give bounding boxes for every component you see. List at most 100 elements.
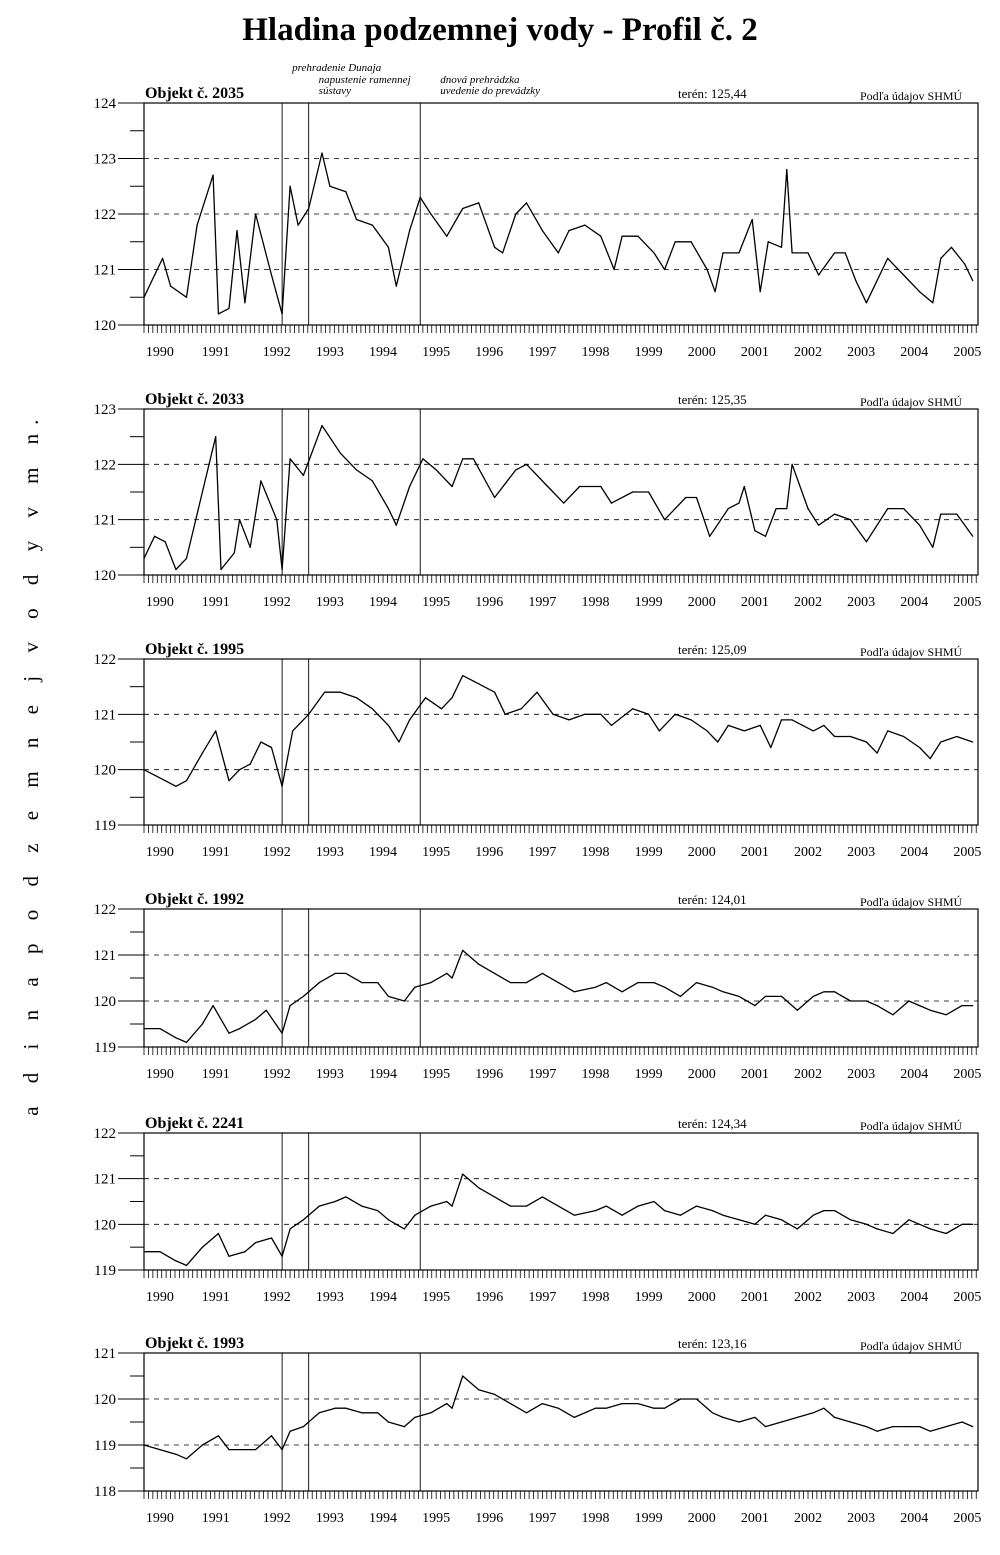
data-point bbox=[786, 169, 788, 171]
data-point bbox=[472, 680, 474, 682]
data-point bbox=[220, 568, 222, 571]
x-tick-label: 1996 bbox=[475, 345, 503, 360]
data-point bbox=[695, 982, 698, 984]
x-tick-label: 2001 bbox=[741, 845, 769, 860]
data-point bbox=[334, 972, 336, 975]
data-point bbox=[289, 185, 291, 187]
panel-title: Objekt č. 1995 bbox=[145, 641, 244, 658]
data-point bbox=[345, 1407, 347, 1409]
plot-frame bbox=[143, 908, 979, 1048]
source-label: Podľa údajov SHMÚ bbox=[860, 645, 963, 659]
data-point bbox=[377, 982, 379, 984]
data-point bbox=[637, 1403, 639, 1405]
data-point bbox=[892, 1014, 894, 1016]
data-point bbox=[658, 730, 660, 732]
data-point bbox=[302, 995, 304, 998]
data-point bbox=[679, 1398, 682, 1400]
data-point bbox=[462, 1173, 464, 1175]
y-tick-label: 123 bbox=[94, 152, 117, 168]
data-point bbox=[395, 524, 397, 526]
x-tick-label: 1997 bbox=[528, 595, 556, 610]
data-point bbox=[823, 1407, 825, 1409]
x-tick-label: 2002 bbox=[794, 1511, 822, 1526]
data-point bbox=[430, 982, 432, 984]
data-point bbox=[727, 508, 729, 510]
data-point bbox=[355, 697, 358, 699]
data-point bbox=[844, 252, 846, 254]
y-tick-label: 121 bbox=[94, 263, 117, 279]
y-tick-label: 121 bbox=[94, 1172, 117, 1188]
teren-label: terén: 125,35 bbox=[678, 392, 747, 407]
y-tick-label: 119 bbox=[94, 818, 116, 834]
data-point bbox=[377, 1210, 379, 1212]
x-tick-label: 1997 bbox=[528, 1290, 556, 1305]
data-point bbox=[956, 513, 958, 515]
data-point bbox=[289, 1228, 291, 1230]
y-tick-label: 119 bbox=[94, 1040, 116, 1056]
data-point bbox=[964, 263, 966, 265]
data-point bbox=[637, 1205, 639, 1207]
data-point bbox=[143, 1444, 145, 1446]
data-point bbox=[663, 1407, 666, 1409]
x-tick-label: 1999 bbox=[635, 845, 663, 860]
y-tick-label: 121 bbox=[94, 1346, 117, 1362]
data-point bbox=[552, 713, 554, 715]
data-point bbox=[515, 469, 517, 471]
series-line bbox=[144, 949, 973, 1044]
y-tick-label: 118 bbox=[94, 1484, 116, 1500]
x-tick-label: 1996 bbox=[475, 845, 503, 860]
x-tick-label: 2003 bbox=[847, 845, 875, 860]
data-point bbox=[236, 230, 238, 232]
data-point bbox=[833, 1416, 836, 1418]
y-tick-label: 122 bbox=[94, 902, 117, 918]
event-label: napustenie ramennej sústavy bbox=[319, 74, 411, 97]
data-point bbox=[573, 991, 575, 993]
data-point bbox=[143, 769, 145, 771]
data-point bbox=[791, 719, 793, 721]
data-point bbox=[940, 741, 942, 743]
x-tick-label: 2004 bbox=[900, 1290, 928, 1305]
series-line bbox=[143, 424, 974, 571]
panel-title: Objekt č. 1993 bbox=[145, 1335, 244, 1352]
data-point bbox=[568, 230, 570, 232]
source-label: Podľa údajov SHMÚ bbox=[860, 895, 963, 909]
source-label: Podľa údajov SHMÚ bbox=[860, 395, 963, 409]
source-label: Podľa údajov SHMÚ bbox=[860, 1339, 963, 1353]
data-point bbox=[175, 568, 177, 571]
data-point bbox=[361, 1412, 363, 1414]
x-tick-label: 1997 bbox=[528, 345, 556, 360]
x-tick-label: 1993 bbox=[316, 345, 344, 360]
y-tick-label: 120 bbox=[94, 1217, 117, 1233]
data-point bbox=[430, 213, 432, 215]
data-point bbox=[239, 769, 241, 771]
x-tick-label: 2002 bbox=[794, 595, 822, 610]
data-point bbox=[764, 1214, 767, 1216]
data-point bbox=[244, 1449, 246, 1451]
data-point bbox=[403, 1000, 405, 1002]
data-point bbox=[281, 785, 283, 787]
data-point bbox=[185, 296, 188, 298]
data-point bbox=[711, 1412, 713, 1414]
data-point bbox=[270, 274, 273, 276]
data-point bbox=[169, 285, 172, 287]
y-tick-label: 123 bbox=[94, 402, 117, 418]
y-tick-label: 120 bbox=[94, 763, 117, 779]
data-point bbox=[525, 1205, 528, 1207]
data-point bbox=[547, 485, 549, 488]
data-point bbox=[929, 1009, 931, 1011]
data-point bbox=[780, 1219, 783, 1221]
data-point bbox=[525, 982, 528, 984]
data-point bbox=[395, 285, 397, 287]
x-tick-label: 1995 bbox=[422, 1290, 450, 1305]
x-tick-label: 1992 bbox=[263, 1067, 291, 1082]
teren-label: terén: 124,01 bbox=[678, 892, 747, 907]
data-point bbox=[637, 982, 639, 984]
data-point bbox=[334, 1407, 336, 1409]
data-point bbox=[929, 758, 931, 760]
data-point bbox=[520, 708, 522, 710]
series-line bbox=[143, 674, 973, 787]
data-point bbox=[918, 524, 921, 526]
data-point bbox=[143, 557, 145, 560]
data-point bbox=[961, 1421, 963, 1423]
